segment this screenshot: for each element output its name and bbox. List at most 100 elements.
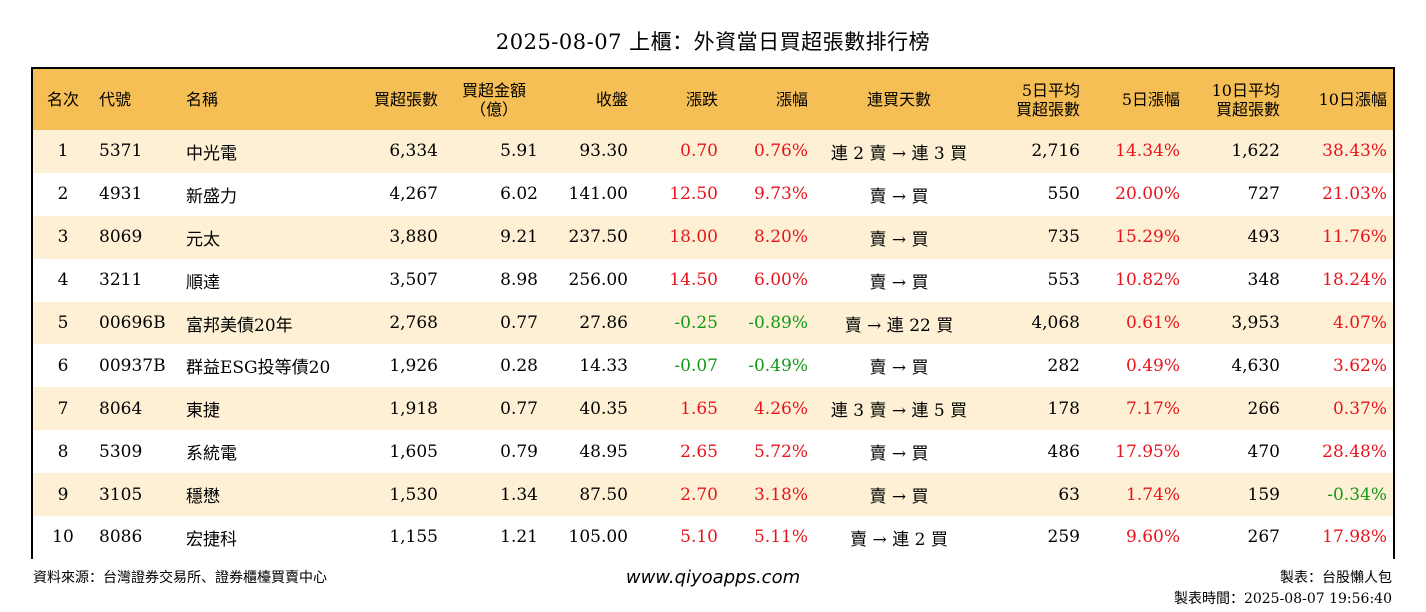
cell-change: 18.00 bbox=[669, 227, 718, 248]
cell-rank: 6 bbox=[57, 355, 69, 376]
cell-avg10: 470 bbox=[1247, 441, 1280, 462]
cell-pct: 0.76% bbox=[753, 141, 808, 162]
cell-close: 141.00 bbox=[568, 184, 628, 205]
table-row: 6 00937B 群益ESG投等債20 1,926 0.28 14.33 -0.07 -0.4… bbox=[33, 344, 1393, 388]
cell-net-buy: 2,768 bbox=[389, 313, 438, 333]
header-net-buy: 買超張數 bbox=[373, 90, 438, 109]
data-source: 資料來源：台灣證券交易所、證券櫃檯買賣中心 bbox=[33, 570, 327, 586]
table-row: 1 5371 中光電 6,334 5.91 93.30 0.70 0.76% 連 2 賣 → 連… bbox=[33, 130, 1393, 173]
cell-name: 宏捷科 bbox=[186, 529, 237, 550]
cell-close: 48.95 bbox=[579, 441, 628, 462]
header-pct: 漲幅 bbox=[775, 90, 808, 109]
cell-avg5: 282 bbox=[1047, 355, 1080, 376]
cell-close: 14.33 bbox=[579, 355, 628, 376]
page-title: 2025-08-07 上櫃：外資當日買超張數排行榜 bbox=[495, 30, 931, 54]
cell-name: 中光電 bbox=[186, 143, 237, 164]
cell-pct10: 21.03% bbox=[1322, 184, 1387, 205]
cell-code: 3211 bbox=[99, 270, 143, 291]
cell-pct5: 7.17% bbox=[1125, 398, 1180, 419]
cell-pct5: 1.74% bbox=[1125, 484, 1180, 505]
header-avg10: 10日平均 買超張數 bbox=[1186, 69, 1286, 130]
table-row: 10 8086 宏捷科 1,155 1.21 105.00 5.10 5.11% 賣 → 連 2… bbox=[33, 516, 1393, 559]
cell-streak: 賣 → 買 bbox=[869, 444, 929, 465]
cell-close: 256.00 bbox=[568, 270, 628, 291]
cell-pct5: 9.60% bbox=[1125, 527, 1180, 548]
cell-rank: 10 bbox=[52, 527, 74, 548]
cell-pct5: 0.61% bbox=[1125, 313, 1180, 333]
cell-pct5: 10.82% bbox=[1115, 270, 1180, 291]
cell-rank: 5 bbox=[57, 313, 69, 333]
cell-rank: 3 bbox=[57, 227, 69, 248]
cell-streak: 賣 → 連 2 買 bbox=[850, 529, 948, 550]
header-avg5-line1: 5日平均 bbox=[1021, 80, 1080, 100]
cell-amount: 0.77 bbox=[500, 398, 538, 419]
cell-amount: 0.79 bbox=[500, 441, 538, 462]
header-streak: 連買天數 bbox=[866, 90, 931, 109]
cell-pct5: 15.29% bbox=[1115, 227, 1180, 248]
cell-code: 8086 bbox=[99, 527, 143, 548]
cell-amount: 1.34 bbox=[500, 484, 538, 505]
cell-close: 40.35 bbox=[579, 398, 628, 419]
cell-pct: 8.20% bbox=[753, 227, 808, 248]
cell-code: 5309 bbox=[99, 441, 143, 462]
cell-pct10: 3.62% bbox=[1332, 355, 1387, 376]
cell-pct5: 0.49% bbox=[1125, 355, 1180, 376]
cell-net-buy: 1,155 bbox=[389, 527, 438, 548]
ranking-table-container: 名次 代號 名稱 買超張數 買超金額 （億） 收盤 漲跌 漲幅 連買天數 5日平均… bbox=[31, 67, 1395, 559]
cell-rank: 7 bbox=[57, 398, 69, 419]
cell-amount: 9.21 bbox=[500, 227, 538, 248]
cell-name: 群益ESG投等債20 bbox=[186, 358, 331, 379]
cell-pct10: 0.37% bbox=[1332, 398, 1387, 419]
table-row: 2 4931 新盛力 4,267 6.02 141.00 12.50 9.73% 賣 → 買 55… bbox=[33, 172, 1393, 216]
cell-name: 東捷 bbox=[186, 401, 220, 422]
header-code: 代號 bbox=[99, 90, 132, 109]
cell-change: -0.07 bbox=[674, 355, 718, 376]
cell-avg5: 63 bbox=[1058, 484, 1080, 505]
cell-avg10: 348 bbox=[1247, 270, 1280, 291]
cell-change: -0.25 bbox=[674, 313, 718, 333]
cell-close: 105.00 bbox=[568, 527, 628, 548]
cell-streak: 賣 → 買 bbox=[869, 229, 929, 250]
cell-rank: 8 bbox=[57, 441, 69, 462]
timestamp: 製表時間：2025-08-07 19:56:40 bbox=[1173, 591, 1392, 607]
header-amount-line1: 買超金額 bbox=[461, 80, 526, 100]
table-row: 7 8064 東捷 1,918 0.77 40.35 1.65 4.26% 連 3 賣 → 連 … bbox=[33, 387, 1393, 431]
cell-pct: 6.00% bbox=[753, 270, 808, 291]
header-amount-line2: （億） bbox=[469, 99, 518, 119]
cell-close: 87.50 bbox=[579, 484, 628, 505]
cell-change: 5.10 bbox=[680, 527, 718, 548]
cell-avg5: 259 bbox=[1047, 527, 1080, 548]
cell-change: 2.65 bbox=[680, 441, 718, 462]
cell-change: 2.70 bbox=[680, 484, 718, 505]
cell-rank: 4 bbox=[57, 270, 69, 291]
cell-rank: 2 bbox=[57, 184, 69, 205]
cell-net-buy: 6,334 bbox=[389, 141, 438, 162]
cell-change: 1.65 bbox=[680, 398, 718, 419]
cell-code: 4931 bbox=[99, 184, 143, 205]
cell-avg10: 727 bbox=[1247, 184, 1280, 205]
header-pct5: 5日漲幅 bbox=[1121, 90, 1180, 109]
cell-amount: 0.77 bbox=[500, 313, 538, 333]
header-amount: 買超金額 （億） bbox=[444, 69, 544, 130]
cell-streak: 連 2 賣 → 連 3 買 bbox=[830, 143, 968, 164]
cell-pct: 3.18% bbox=[753, 484, 808, 505]
cell-amount: 5.91 bbox=[500, 141, 538, 162]
cell-name: 穩懋 bbox=[186, 487, 220, 508]
cell-net-buy: 1,926 bbox=[389, 355, 438, 376]
website-link[interactable]: www.qiyoapps.com bbox=[625, 567, 801, 588]
cell-name: 系統電 bbox=[186, 444, 237, 465]
cell-code: 5371 bbox=[99, 141, 143, 162]
cell-pct10: 11.76% bbox=[1322, 227, 1387, 248]
cell-streak: 連 3 賣 → 連 5 買 bbox=[830, 401, 968, 422]
cell-pct: 5.11% bbox=[753, 527, 808, 548]
cell-pct10: 17.98% bbox=[1322, 527, 1387, 548]
table-header-row: 名次 代號 名稱 買超張數 買超金額 （億） 收盤 漲跌 漲幅 連買天數 5日平均… bbox=[33, 69, 1393, 130]
cell-name: 元太 bbox=[186, 229, 220, 250]
cell-code: 8069 bbox=[99, 227, 143, 248]
cell-amount: 6.02 bbox=[500, 184, 538, 205]
cell-pct10: 18.24% bbox=[1322, 270, 1387, 291]
cell-streak: 賣 → 買 bbox=[869, 272, 929, 293]
header-avg10-line2: 買超張數 bbox=[1215, 99, 1280, 119]
cell-avg5: 2,716 bbox=[1031, 141, 1080, 162]
header-rank: 名次 bbox=[46, 90, 79, 109]
